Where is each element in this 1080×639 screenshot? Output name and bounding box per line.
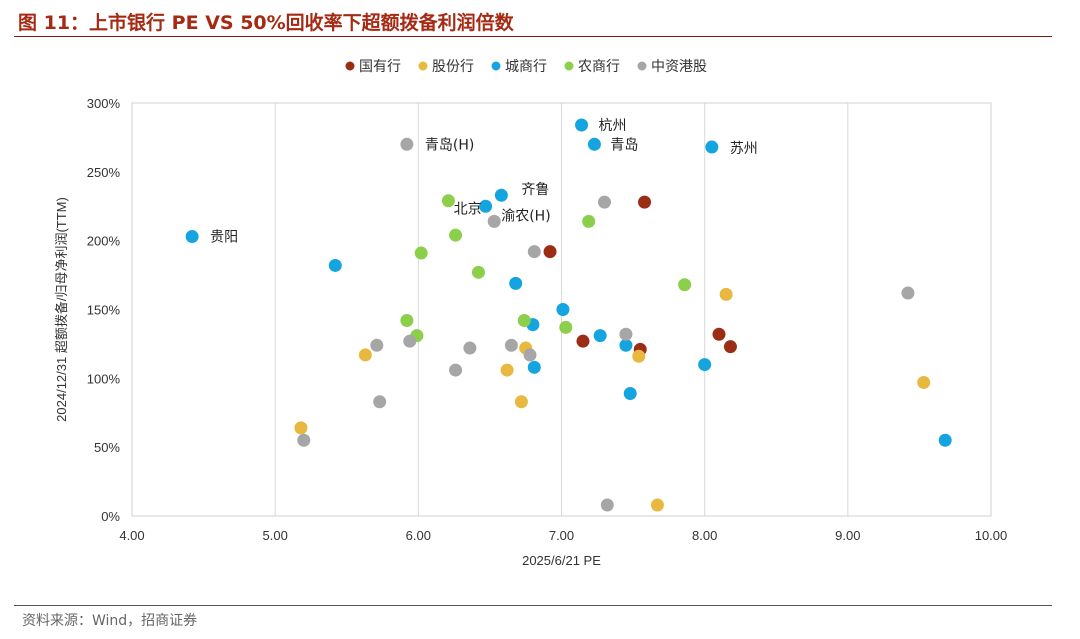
data-point [471, 265, 485, 279]
point-label: 贵阳 [210, 230, 238, 246]
data-point [449, 228, 463, 242]
data-point [582, 214, 596, 228]
data-point [698, 358, 712, 372]
data-point [678, 278, 692, 292]
legend-label: 中资港股 [651, 59, 707, 75]
data-point [938, 433, 952, 447]
data-point [487, 214, 501, 228]
data-point [632, 349, 646, 363]
data-point [623, 386, 637, 400]
data-point [494, 188, 508, 202]
figure-title: 图 11：上市银行 PE VS 50%回收率下超额拨备利润倍数 [18, 12, 514, 34]
x-tick-label: 7.00 [549, 528, 574, 543]
point-label: 齐鲁 [521, 182, 549, 198]
data-point [543, 245, 557, 259]
y-tick-label: 100% [87, 371, 121, 386]
data-point [723, 340, 737, 354]
data-point [370, 338, 384, 352]
point-label: 青岛 [610, 137, 638, 153]
data-point [403, 334, 417, 348]
legend-label: 股份行 [432, 59, 474, 75]
data-point [504, 338, 518, 352]
chart-legend: 国有行 股份行 城商行 农商行 中资港股 [345, 59, 707, 75]
data-point [712, 327, 726, 341]
data-point [600, 498, 614, 512]
legend-marker [491, 61, 501, 71]
data-point [597, 195, 611, 209]
data-point [400, 137, 414, 151]
legend-label: 城商行 [505, 59, 547, 75]
data-point [917, 375, 931, 389]
x-tick-label: 5.00 [263, 528, 288, 543]
point-label: 渝农(H) [501, 208, 550, 224]
data-point [400, 314, 414, 328]
x-tick-label: 9.00 [835, 528, 860, 543]
data-point [463, 341, 477, 355]
data-point [297, 433, 311, 447]
y-tick-label: 0% [101, 509, 120, 524]
source-note: 资料来源：Wind，招商证券 [22, 613, 198, 629]
data-point [619, 338, 633, 352]
plot-area [131, 102, 992, 517]
y-tick-label: 150% [87, 303, 121, 318]
legend-marker [637, 61, 647, 71]
x-axis-ticks: 4.00 5.00 6.00 7.00 8.00 9.00 10.00 [119, 528, 1007, 543]
data-point [576, 334, 590, 348]
y-tick-label: 50% [94, 440, 120, 455]
data-point [500, 363, 514, 377]
point-label: 青岛(H) [425, 137, 474, 153]
data-point [705, 140, 719, 154]
data-point [517, 314, 531, 328]
data-point [587, 137, 601, 151]
data-point [358, 348, 372, 362]
footer-divider [14, 605, 1052, 606]
data-point [328, 258, 342, 272]
data-point [593, 329, 607, 343]
legend-marker [418, 61, 428, 71]
data-point [509, 276, 523, 290]
data-point [414, 246, 428, 260]
data-point [901, 286, 915, 300]
data-point [638, 195, 652, 209]
data-point [556, 303, 570, 316]
data-point [479, 199, 493, 213]
title-divider [14, 36, 1052, 37]
data-point [523, 348, 537, 362]
y-tick-label: 200% [87, 234, 121, 249]
y-tick-label: 250% [87, 165, 121, 180]
y-axis-label: 2024/12/31 超额拨备/归母净利润(TTM) [54, 197, 69, 422]
data-point [185, 230, 199, 244]
legend-label: 国有行 [359, 59, 401, 75]
point-label: 杭州 [599, 118, 627, 134]
y-tick-label: 300% [87, 96, 121, 111]
data-point [449, 363, 463, 377]
data-point [650, 498, 664, 512]
data-point [719, 287, 733, 301]
point-label: 北京 [454, 201, 482, 217]
data-point [373, 395, 387, 409]
legend-marker [345, 61, 355, 71]
x-tick-label: 6.00 [406, 528, 431, 543]
y-axis-ticks: 0% 50% 100% 150% 200% 250% 300% [87, 96, 121, 524]
scatter-chart: 0% 50% 100% 150% 200% 250% 300% 4.00 5.00 6.00 7.… [54, 59, 1007, 568]
data-points [185, 118, 952, 512]
data-point [527, 360, 541, 374]
data-point [514, 395, 528, 409]
data-point [559, 320, 573, 334]
legend-marker [564, 61, 574, 71]
x-tick-label: 8.00 [692, 528, 717, 543]
data-point [294, 421, 308, 435]
point-label: 苏州 [730, 141, 758, 157]
data-point [575, 118, 589, 132]
x-tick-label: 10.00 [975, 528, 1008, 543]
data-point [527, 245, 541, 259]
data-point [441, 194, 455, 208]
data-point [619, 327, 633, 341]
x-tick-label: 4.00 [119, 528, 144, 543]
legend-label: 农商行 [578, 59, 620, 75]
x-axis-label: 2025/6/21 PE [522, 553, 601, 568]
